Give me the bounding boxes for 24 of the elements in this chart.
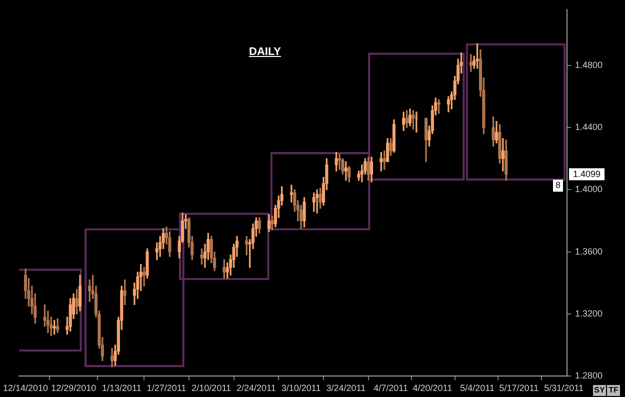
y-tick-label: 1.2800 [575, 370, 603, 381]
x-tick-label: 5/31/2011 [544, 383, 584, 394]
text: 1.4099 [573, 168, 601, 179]
x-tick-label: 3/24/2011 [326, 383, 366, 394]
text: SY [594, 386, 606, 395]
y-tick-label: 1.4400 [575, 122, 603, 132]
x-tick-label: 1/27/2011 [146, 383, 186, 394]
y-tick-label: 1.4800 [575, 60, 603, 70]
x-tick-label: 12/14/2010 [3, 383, 48, 394]
text: TF [608, 386, 618, 395]
x-tick-label: 2/10/2011 [192, 383, 232, 394]
x-tick-label: 12/29/2010 [51, 383, 96, 394]
x-tick-label: 1/13/2011 [102, 383, 142, 394]
x-tick-label: 5/4/2011 [460, 383, 494, 394]
y-tick-label: 1.4000 [575, 184, 603, 194]
text: DAILY [248, 46, 282, 58]
annotation: 8 [555, 180, 561, 190]
y-tick-label: 1.3200 [575, 308, 603, 319]
x-tick-label: 5/17/2011 [499, 383, 539, 394]
x-tick-label: 4/7/2011 [374, 383, 408, 394]
x-tick-label: 3/10/2011 [281, 383, 321, 394]
y-tick-label: 1.3600 [575, 246, 603, 256]
x-tick-label: 2/24/2011 [236, 383, 276, 394]
x-tick-label: 4/20/2011 [412, 383, 452, 394]
